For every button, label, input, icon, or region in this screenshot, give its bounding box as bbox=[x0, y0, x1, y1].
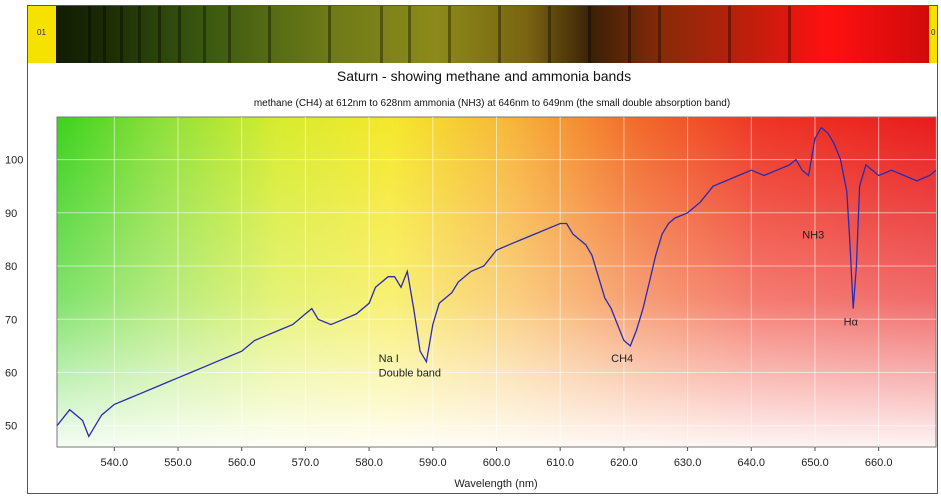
strip-absorption-line bbox=[548, 6, 551, 63]
strip-absorption-line bbox=[628, 6, 631, 63]
strip-right-marker bbox=[929, 6, 937, 63]
strip-left-label: 01 bbox=[37, 28, 46, 37]
y-tick-label: 70 bbox=[5, 314, 17, 326]
y-tick-label: 60 bbox=[5, 367, 17, 379]
y-tick-label: 90 bbox=[5, 208, 17, 220]
strip-absorption-line bbox=[203, 6, 206, 63]
x-tick-label: 660.0 bbox=[865, 457, 893, 469]
grid-lines bbox=[57, 117, 936, 447]
x-tick-label: 550.0 bbox=[164, 457, 192, 469]
strip-absorption-line bbox=[268, 6, 271, 63]
y-axis: 50 60 70 80 90 100 bbox=[5, 155, 23, 433]
strip-absorption-line bbox=[120, 6, 123, 63]
strip-absorption-line bbox=[788, 6, 791, 63]
x-axis: 540.0 550.0 560.0 570.0 580.0 590.0 600.0 610.0… bbox=[101, 447, 893, 469]
spectrum-series-line bbox=[56, 126, 937, 438]
x-tick-label: 570.0 bbox=[292, 457, 320, 469]
strip-absorption-line bbox=[658, 6, 661, 63]
y-tick-label: 80 bbox=[5, 261, 17, 273]
strip-absorption-line bbox=[228, 6, 231, 63]
strip-absorption-line bbox=[178, 6, 181, 63]
strip-absorption-line bbox=[588, 6, 591, 63]
strip-absorption-line bbox=[103, 6, 106, 63]
strip-left-marker bbox=[28, 6, 56, 63]
y-tick-label: 100 bbox=[5, 155, 23, 167]
strip-absorption-line bbox=[448, 6, 451, 63]
strip-right-label: 0 bbox=[931, 28, 936, 37]
x-tick-label: 580.0 bbox=[355, 457, 383, 469]
x-tick-label: 610.0 bbox=[546, 457, 574, 469]
x-tick-label: 590.0 bbox=[419, 457, 447, 469]
strip-absorption-line bbox=[328, 6, 331, 63]
x-axis-label: Wavelength (nm) bbox=[454, 478, 537, 490]
x-tick-label: 560.0 bbox=[228, 457, 256, 469]
annotation-label: Double band bbox=[379, 368, 441, 380]
strip-absorption-line bbox=[408, 6, 411, 63]
strip-absorption-line bbox=[728, 6, 731, 63]
strip-absorption-line bbox=[138, 6, 141, 63]
x-tick-label: 630.0 bbox=[674, 457, 702, 469]
x-tick-label: 540.0 bbox=[101, 457, 129, 469]
chart-subtitle: methane (CH4) at 612nm to 628nm ammonia … bbox=[254, 98, 730, 109]
strip-absorption-line bbox=[158, 6, 161, 63]
x-tick-label: 640.0 bbox=[738, 457, 766, 469]
x-tick-label: 600.0 bbox=[483, 457, 511, 469]
x-tick-label: 620.0 bbox=[610, 457, 638, 469]
annotations: Na I Double band CH4 NH3 Hα bbox=[379, 229, 859, 379]
annotation-label: CH4 bbox=[611, 353, 633, 365]
y-tick-label: 50 bbox=[5, 421, 17, 433]
annotation-label: NH3 bbox=[802, 229, 824, 241]
annotation-label: Na I bbox=[379, 353, 399, 365]
annotation-label: Hα bbox=[844, 317, 859, 329]
x-tick-label: 650.0 bbox=[801, 457, 829, 469]
spectrum-strip: 01 0 bbox=[28, 6, 937, 63]
chart-title: Saturn - showing methane and ammonia ban… bbox=[337, 68, 631, 84]
strip-absorption-line bbox=[380, 6, 383, 63]
strip-absorption-line bbox=[498, 6, 501, 63]
strip-absorption-line bbox=[88, 6, 91, 63]
